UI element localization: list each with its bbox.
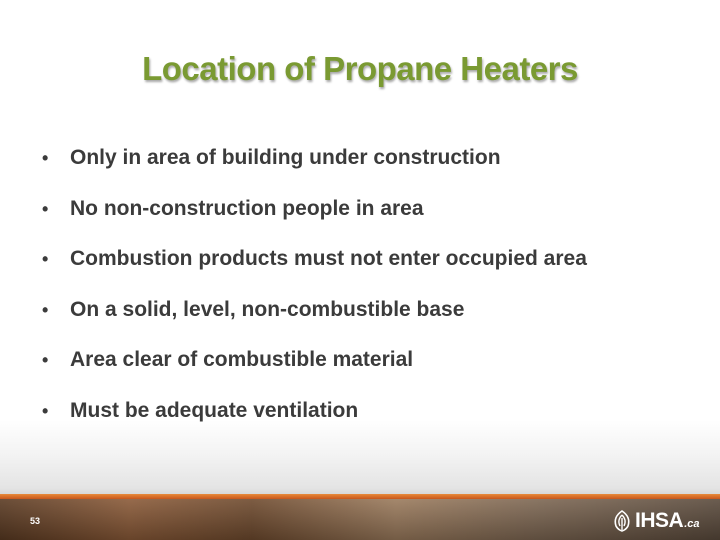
footer-band [0, 499, 720, 540]
ihsa-logo: IHSA .ca [612, 508, 699, 534]
bullet-text: Combustion products must not enter occup… [70, 247, 587, 270]
bullet-text: Only in area of building under construct… [70, 146, 501, 169]
bullet-text: On a solid, level, non-combustible base [70, 297, 465, 321]
footer-divider [0, 494, 720, 499]
bullet-text: No non-construction people in area [70, 196, 424, 220]
bullet-marker: • [42, 249, 49, 269]
bullet-marker: • [42, 400, 49, 421]
bullet-marker: • [42, 299, 49, 320]
bullet-marker: • [42, 198, 49, 219]
bullet-marker: • [42, 148, 49, 168]
logo-suffix: .ca [684, 518, 700, 530]
bullet-marker: • [42, 350, 49, 370]
page-number: 53 [30, 516, 41, 526]
ihsa-leaf-icon [614, 510, 630, 532]
bullet-text: Area clear of combustible material [70, 348, 414, 371]
logo-text: IHSA [635, 509, 684, 532]
bullet-text: Must be adequate ventilation [70, 398, 359, 422]
slide-title: Location of Propane Heaters [142, 50, 578, 87]
